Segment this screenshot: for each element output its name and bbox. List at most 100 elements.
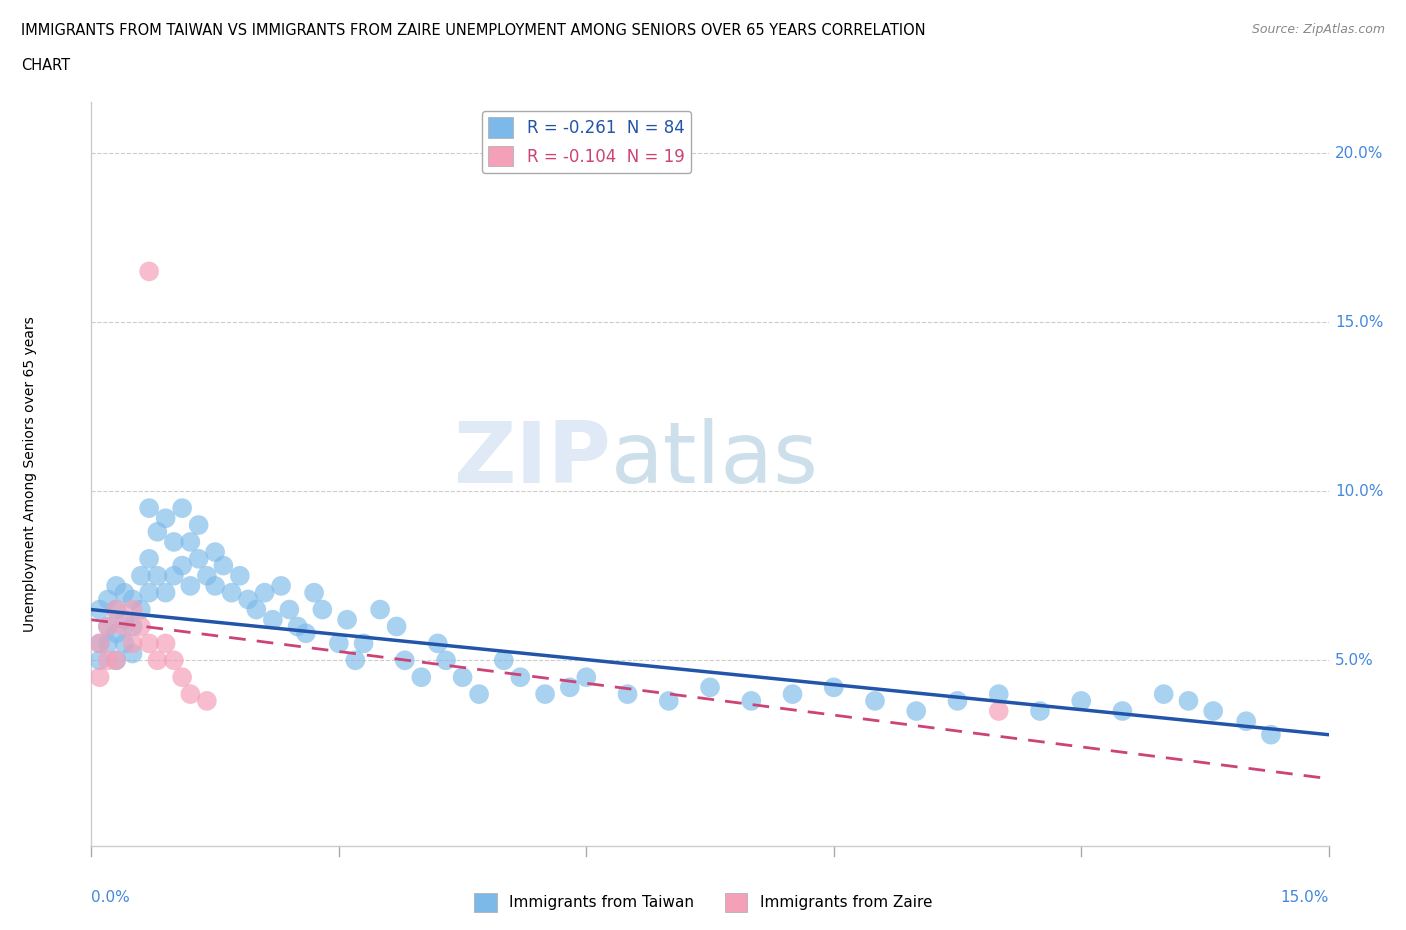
- Text: IMMIGRANTS FROM TAIWAN VS IMMIGRANTS FROM ZAIRE UNEMPLOYMENT AMONG SENIORS OVER : IMMIGRANTS FROM TAIWAN VS IMMIGRANTS FRO…: [21, 23, 925, 38]
- Point: [146, 653, 169, 668]
- Point: [112, 612, 135, 627]
- Point: [112, 636, 135, 651]
- Point: [121, 619, 143, 634]
- Point: [138, 585, 160, 600]
- Point: [245, 602, 267, 617]
- Text: 0.0%: 0.0%: [91, 890, 131, 905]
- Point: [195, 568, 218, 583]
- Text: Source: ZipAtlas.com: Source: ZipAtlas.com: [1251, 23, 1385, 36]
- Point: [451, 670, 474, 684]
- Point: [138, 551, 160, 566]
- Point: [295, 626, 318, 641]
- Point: [221, 585, 243, 600]
- Point: [229, 568, 252, 583]
- Point: [575, 670, 598, 684]
- Point: [1202, 704, 1225, 719]
- Point: [97, 619, 120, 634]
- Point: [385, 619, 408, 634]
- Point: [1111, 704, 1133, 719]
- Point: [987, 686, 1010, 701]
- Point: [328, 636, 350, 651]
- Point: [155, 585, 177, 600]
- Point: [187, 551, 209, 566]
- Point: [946, 694, 969, 709]
- Point: [179, 578, 201, 593]
- Point: [121, 646, 143, 661]
- Point: [699, 680, 721, 695]
- Point: [905, 704, 928, 719]
- Point: [534, 686, 557, 701]
- Point: [121, 636, 143, 651]
- Point: [146, 568, 169, 583]
- Point: [146, 525, 169, 539]
- Point: [187, 518, 209, 533]
- Point: [105, 653, 128, 668]
- Point: [311, 602, 333, 617]
- Point: [278, 602, 301, 617]
- Point: [89, 653, 111, 668]
- Point: [658, 694, 681, 709]
- Point: [204, 578, 226, 593]
- Text: Unemployment Among Seniors over 65 years: Unemployment Among Seniors over 65 years: [22, 316, 37, 632]
- Point: [172, 500, 194, 515]
- Point: [129, 602, 152, 617]
- Point: [1029, 704, 1052, 719]
- Legend: R = -0.261  N = 84, R = -0.104  N = 19: R = -0.261 N = 84, R = -0.104 N = 19: [482, 111, 690, 173]
- Point: [368, 602, 391, 617]
- Point: [155, 511, 177, 525]
- Point: [302, 585, 325, 600]
- Point: [823, 680, 845, 695]
- Point: [863, 694, 886, 709]
- Point: [1070, 694, 1092, 709]
- Point: [558, 680, 581, 695]
- Point: [138, 636, 160, 651]
- Point: [1234, 713, 1257, 728]
- Point: [262, 612, 284, 627]
- Text: CHART: CHART: [21, 58, 70, 73]
- Point: [105, 602, 128, 617]
- Point: [89, 670, 111, 684]
- Point: [129, 619, 152, 634]
- Point: [204, 545, 226, 560]
- Point: [468, 686, 491, 701]
- Point: [287, 619, 309, 634]
- Point: [138, 264, 160, 279]
- Point: [782, 686, 804, 701]
- Point: [97, 592, 120, 607]
- Point: [97, 653, 120, 668]
- Point: [112, 585, 135, 600]
- Point: [89, 602, 111, 617]
- Point: [172, 558, 194, 573]
- Point: [1177, 694, 1199, 709]
- Point: [97, 636, 120, 651]
- Point: [105, 653, 128, 668]
- Text: atlas: atlas: [612, 418, 820, 501]
- Point: [394, 653, 416, 668]
- Point: [411, 670, 433, 684]
- Point: [138, 500, 160, 515]
- Point: [163, 535, 186, 550]
- Point: [509, 670, 531, 684]
- Point: [155, 636, 177, 651]
- Point: [121, 592, 143, 607]
- Point: [129, 568, 152, 583]
- Point: [740, 694, 762, 709]
- Text: 20.0%: 20.0%: [1334, 145, 1384, 161]
- Point: [195, 694, 218, 709]
- Point: [616, 686, 638, 701]
- Point: [105, 578, 128, 593]
- Point: [121, 602, 143, 617]
- Point: [112, 619, 135, 634]
- Point: [987, 704, 1010, 719]
- Point: [1260, 727, 1282, 742]
- Point: [1153, 686, 1175, 701]
- Point: [434, 653, 457, 668]
- Point: [344, 653, 367, 668]
- Text: 10.0%: 10.0%: [1334, 484, 1384, 498]
- Text: 5.0%: 5.0%: [1334, 653, 1374, 668]
- Text: ZIP: ZIP: [453, 418, 612, 501]
- Point: [353, 636, 375, 651]
- Point: [97, 619, 120, 634]
- Point: [253, 585, 276, 600]
- Point: [236, 592, 259, 607]
